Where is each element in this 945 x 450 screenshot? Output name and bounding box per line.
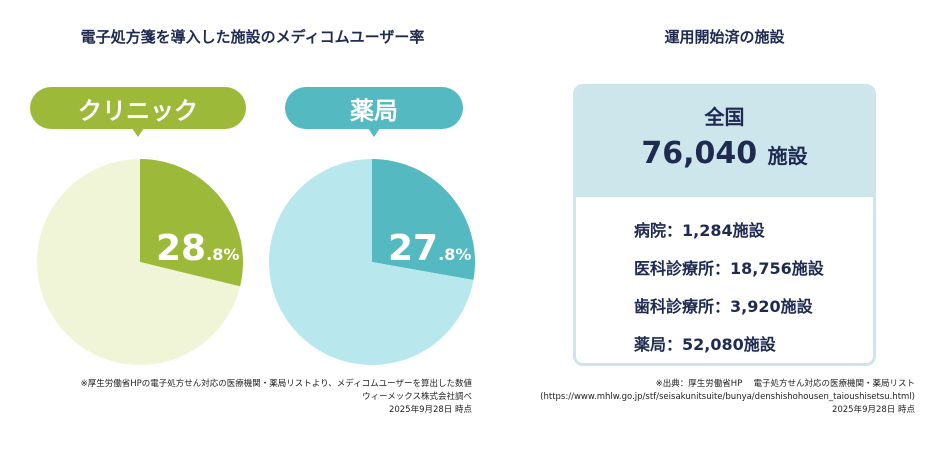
- total-unit: 施設: [767, 144, 808, 168]
- right-notes: ※出典：厚生労働省HP 電子処方せん対応の医療機関・薬局リスト (https:/…: [455, 378, 915, 417]
- card-header: 全国 76,040 施設: [576, 87, 873, 197]
- pharmacy-percent-dec: .8%: [438, 245, 472, 264]
- clinic-pie: [36, 159, 243, 365]
- pie-slice-others: [36, 159, 241, 365]
- total-value: 76,040: [641, 136, 758, 171]
- note-line: ※出典：厚生労働省HP 電子処方せん対応の医療機関・薬局リスト: [655, 379, 915, 389]
- pie-slice-others: [269, 159, 474, 365]
- right-title: 運用開始済の施設: [664, 28, 785, 46]
- list-item: 歯科診療所：3,920施設: [634, 297, 813, 316]
- total-facilities: 76,040 施設: [576, 136, 873, 171]
- note-line: ウィーメックス株式会社調べ: [362, 392, 472, 402]
- pharmacy-percent-int: 27: [388, 228, 439, 269]
- left-notes: ※厚生労働省HPの電子処方せん対応の医療機関・薬局リストより、メディコムユーザー…: [12, 378, 472, 417]
- note-line: 2025年9月28日 時点: [831, 405, 915, 415]
- clinic-percent: 28.8%: [156, 228, 239, 269]
- pharmacy-label: 薬局: [285, 87, 463, 137]
- clinic-label: クリニック: [30, 87, 246, 137]
- clinic-percent-dec: .8%: [206, 245, 240, 264]
- list-item: 薬局：52,080施設: [634, 335, 776, 354]
- left-title: 電子処方箋を導入した施設のメディコムユーザー率: [80, 28, 425, 46]
- pie-slice-users: [372, 159, 475, 281]
- list-item: 医科診療所：18,756施設: [634, 259, 824, 278]
- pharmacy-percent: 27.8%: [388, 228, 471, 269]
- list-item: 病院：1,284施設: [634, 221, 765, 240]
- note-line: 2025年9月28日 時点: [388, 405, 472, 415]
- pie-slice-users: [140, 159, 243, 287]
- note-line: ※厚生労働省HPの電子処方せん対応の医療機関・薬局リストより、メディコムユーザー…: [80, 379, 472, 389]
- region-label: 全国: [704, 105, 745, 129]
- facility-list: 病院：1,284施設 医科診療所：18,756施設 歯科診療所：3,920施設 …: [576, 197, 873, 363]
- clinic-percent-int: 28: [156, 228, 207, 269]
- pharmacy-pie: [269, 159, 475, 365]
- note-line: (https://www.mhlw.go.jp/stf/seisakunitsu…: [540, 392, 915, 402]
- facility-card: 全国 76,040 施設 病院：1,284施設 医科診療所：18,756施設 歯…: [573, 84, 876, 366]
